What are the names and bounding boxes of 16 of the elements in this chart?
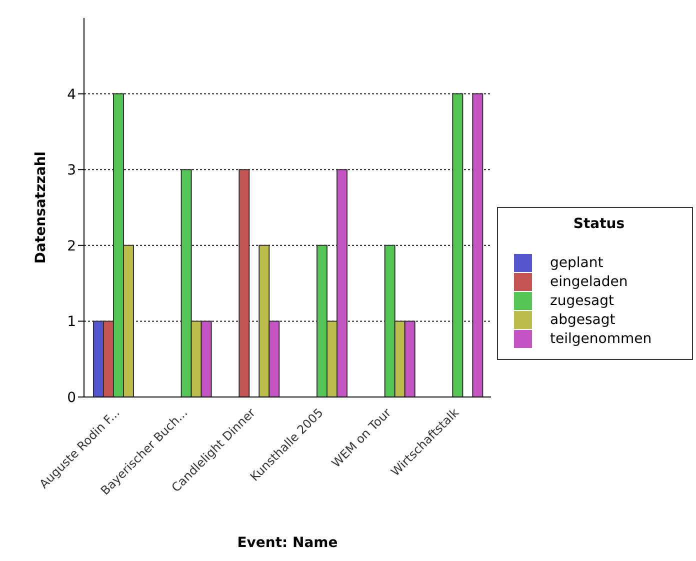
- legend-label: eingeladen: [550, 274, 628, 290]
- legend-title: Status: [572, 216, 626, 232]
- bar: [452, 93, 464, 397]
- legend-label: geplant: [550, 255, 604, 271]
- bar: [238, 169, 250, 397]
- y-tick-label: 3: [67, 162, 76, 179]
- y-tick-label: 4: [67, 86, 76, 103]
- y-tick-label: 1: [67, 314, 76, 330]
- y-axis-title: Datensatzzahl: [32, 151, 49, 264]
- bar: [472, 93, 484, 397]
- y-tick-label: 2: [67, 238, 76, 254]
- legend-label: abgesagt: [550, 312, 616, 328]
- legend-label: zugesagt: [550, 293, 614, 309]
- x-axis-title: Event: Name: [237, 535, 338, 551]
- y-tick-label: 0: [67, 390, 76, 406]
- legend-label: teilgenommen: [550, 331, 652, 347]
